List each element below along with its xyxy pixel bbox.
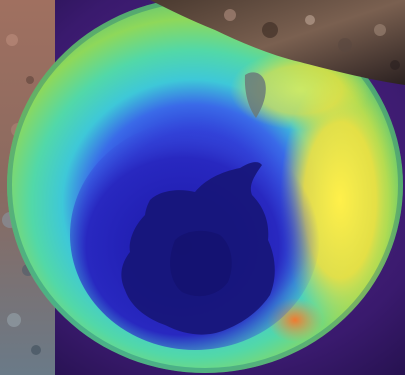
grey-peninsula-shadow	[244, 72, 266, 118]
rock-arc-top	[150, 0, 405, 85]
antarctica-interior	[170, 230, 232, 297]
rock-texture	[224, 9, 400, 70]
ozone-layers	[7, 0, 403, 373]
